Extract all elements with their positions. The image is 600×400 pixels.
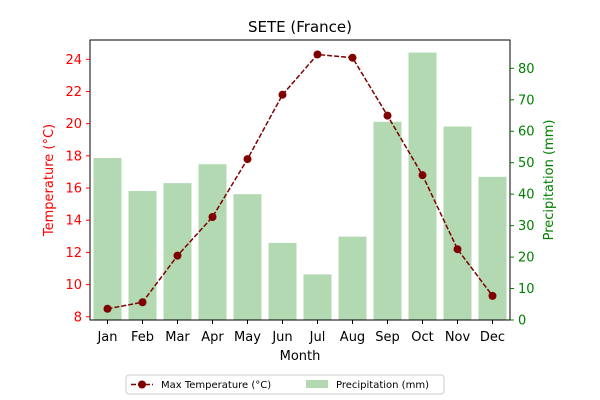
right-y-tick-label: 50 bbox=[518, 156, 535, 171]
left-y-tick-label: 10 bbox=[65, 278, 82, 293]
line-layer bbox=[103, 50, 497, 313]
left-y-axis-label: Temperature (°C) bbox=[42, 124, 57, 237]
legend-line-marker bbox=[138, 380, 146, 389]
legend-line-label: Max Temperature (°C) bbox=[161, 380, 271, 391]
right-y-tick-label: 60 bbox=[518, 125, 535, 140]
left-y-tick-label: 16 bbox=[65, 182, 82, 197]
legend-box bbox=[125, 374, 445, 395]
left-y-tick-label: 24 bbox=[65, 53, 82, 68]
legend-bar-swatch bbox=[306, 380, 328, 388]
temperature-point bbox=[103, 304, 112, 313]
legend-bar-label: Precipitation (mm) bbox=[336, 380, 429, 391]
temperature-point bbox=[278, 90, 287, 99]
precip-bar bbox=[163, 183, 192, 320]
x-tick-label: May bbox=[234, 330, 261, 345]
temperature-point bbox=[418, 171, 427, 180]
x-tick-label: Jun bbox=[271, 330, 292, 345]
precip-bar bbox=[408, 52, 437, 321]
precip-bar bbox=[233, 194, 262, 320]
left-y-tick-label: 12 bbox=[65, 246, 82, 261]
precip-bar bbox=[198, 164, 227, 320]
plot-frame bbox=[89, 39, 511, 321]
bars-layer bbox=[93, 52, 507, 321]
left-y-tick-label: 14 bbox=[65, 214, 82, 229]
precip-bar bbox=[303, 274, 332, 320]
right-y-axis-label: Precipitation (mm) bbox=[542, 120, 557, 241]
x-tick-label: Jan bbox=[96, 330, 117, 345]
temperature-point bbox=[138, 298, 147, 307]
right-y-tick-label: 80 bbox=[518, 62, 535, 77]
temperature-point bbox=[348, 53, 357, 62]
left-y-axis: 8 10 12 14 16 18 20 22 24 bbox=[65, 53, 90, 325]
left-y-tick-label: 8 bbox=[74, 310, 82, 325]
temperature-point bbox=[453, 245, 462, 254]
right-y-tick-label: 20 bbox=[518, 251, 535, 266]
x-tick-label: Dec bbox=[480, 330, 505, 345]
x-tick-label: Mar bbox=[165, 330, 190, 345]
temperature-line bbox=[107, 53, 494, 310]
x-tick-label: Oct bbox=[411, 330, 433, 345]
x-tick-label: Aug bbox=[340, 330, 365, 345]
x-axis-label: Month bbox=[280, 349, 321, 364]
left-y-tick-label: 22 bbox=[65, 85, 82, 100]
temperature-point bbox=[383, 111, 392, 120]
x-tick-label: Sep bbox=[375, 330, 400, 345]
right-y-tick-label: 0 bbox=[518, 314, 526, 329]
temperature-point bbox=[313, 50, 322, 59]
precip-bar bbox=[93, 157, 122, 320]
precip-bar bbox=[373, 121, 402, 320]
temperature-point bbox=[488, 291, 497, 300]
temperature-point bbox=[173, 251, 182, 260]
right-y-tick-label: 70 bbox=[518, 93, 535, 108]
precip-bar bbox=[338, 236, 367, 320]
left-y-tick-label: 18 bbox=[65, 149, 82, 164]
right-y-tick-label: 10 bbox=[518, 282, 535, 297]
right-y-axis: 0 10 20 30 40 50 60 70 80 bbox=[510, 62, 535, 329]
x-tick-label: Apr bbox=[201, 330, 224, 345]
right-y-tick-label: 30 bbox=[518, 219, 535, 234]
chart-title: SETE (France) bbox=[248, 18, 352, 36]
x-tick-label: Feb bbox=[131, 330, 154, 345]
left-y-tick-label: 20 bbox=[65, 117, 82, 132]
x-axis: Jan Feb Mar Apr May Jun Jul Aug Sep Oct Nov Dec bbox=[96, 320, 505, 345]
temperature-point bbox=[208, 213, 217, 222]
precip-bar bbox=[268, 242, 297, 320]
x-tick-label: Jul bbox=[309, 330, 326, 345]
temperature-point bbox=[243, 155, 252, 164]
x-tick-label: Nov bbox=[445, 330, 471, 345]
precip-bar bbox=[443, 126, 472, 321]
legend: Max Temperature (°C) Precipitation (mm) bbox=[125, 374, 445, 395]
right-y-tick-label: 40 bbox=[518, 188, 535, 203]
